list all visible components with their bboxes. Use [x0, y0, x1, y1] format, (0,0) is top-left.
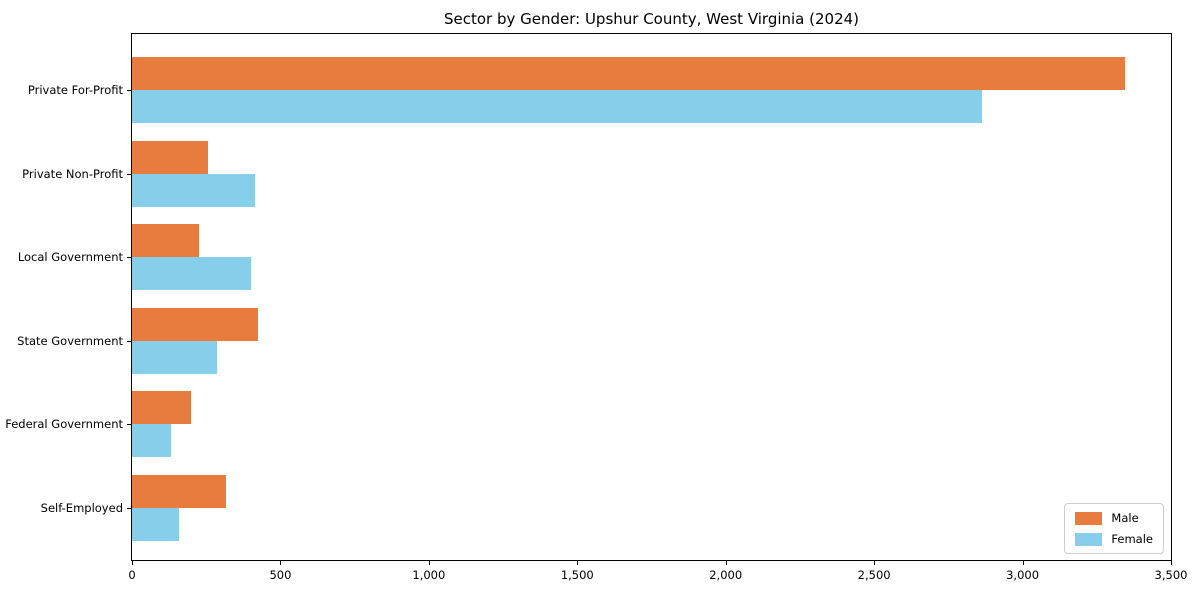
y-tick-mark — [127, 257, 131, 259]
bar-male-self-employed — [132, 475, 226, 508]
bar-male-local-government — [132, 224, 199, 258]
y-tick-label-federal-government: Federal Government — [5, 417, 123, 432]
y-tick-mark — [127, 340, 131, 342]
legend-item-male: Male — [1075, 511, 1153, 525]
bar-male-federal-government — [132, 391, 192, 425]
x-tick-label-1000: 1,000 — [412, 568, 446, 582]
y-tick-label-state-government: State Government — [17, 333, 123, 348]
x-tick-label-2000: 2,000 — [709, 568, 743, 582]
x-tick-label-3500: 3,500 — [1154, 568, 1188, 582]
x-tick-mark — [1171, 561, 1172, 565]
x-tick-label-2500: 2,500 — [857, 568, 891, 582]
x-tick-mark — [132, 561, 133, 565]
y-tick-mark — [127, 508, 131, 509]
male-color-swatch — [1075, 511, 1103, 525]
y-tick-label-private-for-profit: Private For-Profit — [27, 83, 123, 97]
x-tick-mark — [725, 561, 727, 565]
bar-male-state-government — [132, 307, 259, 341]
bar-female-federal-government — [132, 424, 171, 458]
plot-area: Male Female — [131, 33, 1172, 561]
bar-female-state-government — [132, 340, 217, 374]
chart-title: Sector by Gender: Upshur County, West Vi… — [443, 10, 860, 28]
bar-male-private-non-profit — [132, 140, 208, 174]
bar-female-private-non-profit — [132, 173, 256, 207]
legend: Male Female — [1064, 503, 1164, 554]
female-color-swatch — [1075, 532, 1103, 546]
y-tick-mark — [127, 173, 131, 175]
legend-item-female: Female — [1075, 532, 1153, 546]
x-tick-mark — [428, 561, 430, 565]
x-tick-label-500: 500 — [269, 568, 292, 582]
x-tick-mark — [280, 561, 282, 565]
y-tick-label-local-government: Local Government — [17, 250, 123, 265]
y-tick-mark — [127, 90, 131, 91]
bar-male-private-for-profit — [132, 57, 1125, 90]
y-tick-mark — [127, 424, 131, 426]
y-tick-label-self-employed: Self-Employed — [40, 501, 123, 515]
bar-female-private-for-profit — [132, 90, 983, 123]
legend-label-male: Male — [1111, 511, 1139, 525]
bar-female-local-government — [132, 257, 251, 291]
x-tick-mark — [1022, 561, 1024, 565]
x-tick-mark — [874, 561, 876, 565]
bar-female-self-employed — [132, 508, 180, 541]
x-tick-label-1500: 1,500 — [560, 568, 594, 582]
legend-label-female: Female — [1111, 532, 1153, 546]
x-tick-label-3000: 3,000 — [1006, 568, 1040, 582]
y-tick-label-private-non-profit: Private Non-Profit — [22, 166, 123, 181]
x-tick-mark — [577, 561, 579, 565]
x-tick-label-0: 0 — [128, 568, 136, 582]
